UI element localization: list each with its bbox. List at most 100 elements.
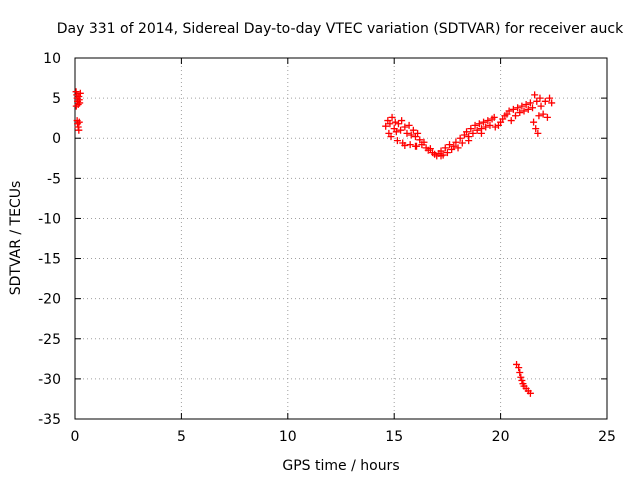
data-point xyxy=(72,102,80,110)
data-point xyxy=(532,125,540,133)
series-main xyxy=(382,91,556,160)
data-points xyxy=(72,88,556,397)
y-tick-label: -5 xyxy=(47,171,61,187)
grid-lines xyxy=(75,58,607,419)
data-point xyxy=(516,109,524,117)
data-point xyxy=(388,113,396,121)
data-point xyxy=(420,138,428,146)
y-tick-label: -15 xyxy=(38,252,61,268)
data-point xyxy=(490,113,498,121)
data-point xyxy=(391,118,399,126)
data-point xyxy=(484,117,492,125)
x-tick-label: 25 xyxy=(598,429,616,445)
x-tick-label: 10 xyxy=(279,429,297,445)
y-tick-label: 10 xyxy=(43,51,61,67)
data-point xyxy=(414,129,422,137)
data-point xyxy=(541,97,549,105)
data-point xyxy=(480,118,488,126)
data-point xyxy=(520,107,528,115)
y-tick-label: -35 xyxy=(38,412,61,428)
data-point xyxy=(386,120,394,128)
chart-title: Day 331 of 2014, Sidereal Day-to-day VTE… xyxy=(57,21,624,37)
data-point xyxy=(75,118,83,126)
x-tick-label: 15 xyxy=(385,429,403,445)
data-point xyxy=(477,129,485,137)
y-tick-label: -30 xyxy=(38,372,61,388)
data-point xyxy=(394,120,402,128)
data-point xyxy=(406,141,414,149)
data-point xyxy=(446,141,454,149)
data-point xyxy=(517,373,525,381)
data-point xyxy=(491,123,499,131)
data-point xyxy=(518,102,526,110)
data-point xyxy=(463,128,471,136)
data-point xyxy=(516,368,524,376)
series-late xyxy=(513,360,534,397)
x-axis-label: GPS time / hours xyxy=(282,458,399,474)
data-point xyxy=(515,364,523,372)
data-point xyxy=(526,99,534,107)
plot-frame xyxy=(74,57,608,420)
series-early xyxy=(72,88,84,134)
data-point xyxy=(416,136,424,144)
data-point xyxy=(539,110,547,118)
data-point xyxy=(471,121,479,129)
data-point xyxy=(382,122,390,130)
axis-ticks xyxy=(74,57,608,420)
data-point xyxy=(469,129,477,137)
data-point xyxy=(473,126,481,134)
data-point xyxy=(401,123,409,131)
y-tick-label: -25 xyxy=(38,332,61,348)
data-point xyxy=(482,123,490,131)
data-point xyxy=(526,389,534,397)
data-point xyxy=(437,152,445,160)
data-point xyxy=(397,126,405,134)
y-tick-label: -20 xyxy=(38,292,61,308)
data-point xyxy=(531,91,539,99)
data-point xyxy=(511,112,519,120)
data-point xyxy=(407,131,415,139)
y-tick-label: 5 xyxy=(52,91,61,107)
data-point xyxy=(405,121,413,129)
data-point xyxy=(486,121,494,129)
data-point xyxy=(537,102,545,110)
data-point xyxy=(529,104,537,112)
data-point xyxy=(522,101,530,109)
data-point xyxy=(392,128,400,136)
data-point xyxy=(75,126,83,134)
data-point xyxy=(450,142,458,150)
data-point xyxy=(507,117,515,125)
data-point xyxy=(393,137,401,145)
data-point xyxy=(387,133,395,141)
data-point xyxy=(409,126,417,134)
data-point xyxy=(467,125,475,133)
data-point xyxy=(398,117,406,125)
data-point xyxy=(458,139,466,147)
data-point xyxy=(514,104,522,112)
data-point xyxy=(505,107,513,115)
data-point xyxy=(454,144,462,152)
data-point xyxy=(543,113,551,121)
data-point xyxy=(401,141,409,149)
data-point xyxy=(533,97,541,105)
data-point xyxy=(535,112,543,120)
data-point xyxy=(76,89,84,97)
x-tick-label: 20 xyxy=(492,429,510,445)
data-point xyxy=(518,376,526,384)
data-point xyxy=(443,149,451,157)
y-axis-label: SDTVAR / TECUs xyxy=(8,181,24,296)
data-point xyxy=(411,142,419,150)
data-point xyxy=(536,94,544,102)
data-point xyxy=(403,129,411,137)
x-tick-label: 5 xyxy=(177,429,186,445)
data-point xyxy=(465,137,473,145)
data-point xyxy=(548,99,556,107)
data-point xyxy=(530,118,538,126)
data-point xyxy=(456,134,464,142)
y-tick-label: -10 xyxy=(38,211,61,227)
data-point xyxy=(475,120,483,128)
data-point xyxy=(441,144,449,152)
data-point xyxy=(426,145,434,153)
data-point xyxy=(509,105,517,113)
